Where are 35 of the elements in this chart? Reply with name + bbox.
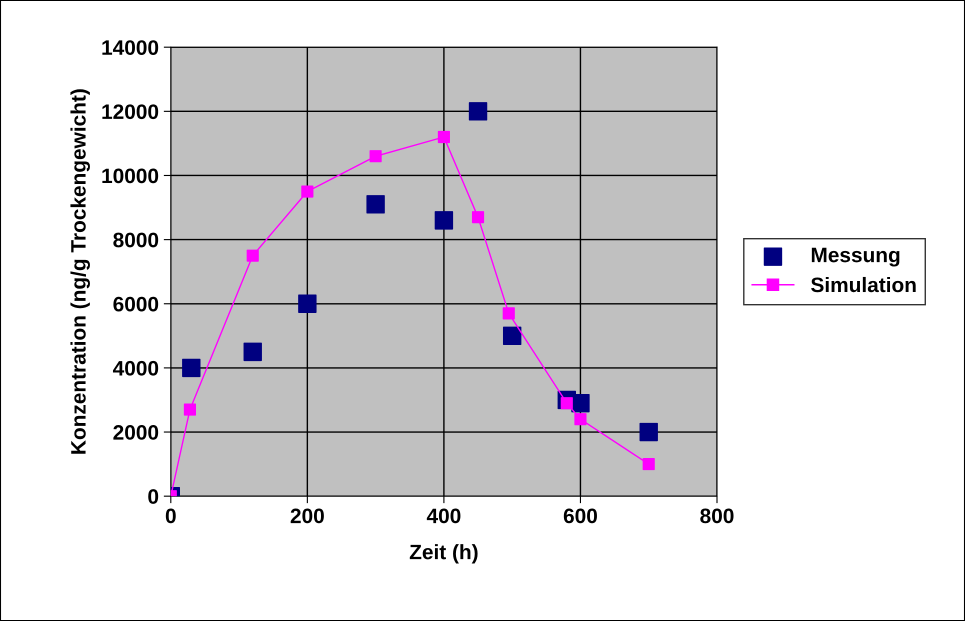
point — [301, 185, 314, 198]
point — [434, 211, 454, 230]
point — [298, 294, 317, 313]
point — [640, 422, 658, 442]
y-tick-label: 12000 — [102, 104, 158, 120]
y-tick-label: 6000 — [113, 296, 158, 312]
x-tick-label: 0 — [166, 508, 176, 524]
point — [370, 150, 382, 162]
x-tick-label: 400 — [426, 508, 460, 524]
point — [502, 326, 522, 346]
point — [438, 130, 450, 144]
point — [246, 250, 259, 262]
x-tick-label: 200 — [290, 508, 324, 524]
x-tick-label: 800 — [700, 508, 734, 524]
y-tick-label: 10000 — [102, 168, 158, 184]
point — [184, 404, 196, 416]
point — [244, 342, 262, 362]
y-axis-title: Konzentration (ng/g Trockengewicht) — [70, 89, 90, 454]
y-tick-label: 0 — [148, 489, 158, 504]
x-axis-title: Zeit (h) — [410, 544, 478, 564]
point — [642, 458, 655, 470]
y-tick-label: 4000 — [112, 360, 158, 376]
y-tick-label: 8000 — [113, 232, 158, 248]
point — [502, 307, 515, 320]
point — [366, 195, 385, 214]
point — [574, 413, 587, 426]
y-tick-label: 14000 — [102, 40, 158, 55]
y-tick-label: 2000 — [113, 425, 158, 440]
legend-label: Messung — [812, 248, 900, 267]
point — [571, 394, 590, 412]
point — [182, 358, 200, 378]
legend-label: Simulation — [811, 276, 916, 292]
x-tick-label: 600 — [564, 508, 597, 524]
point — [468, 102, 488, 121]
point — [472, 211, 484, 224]
